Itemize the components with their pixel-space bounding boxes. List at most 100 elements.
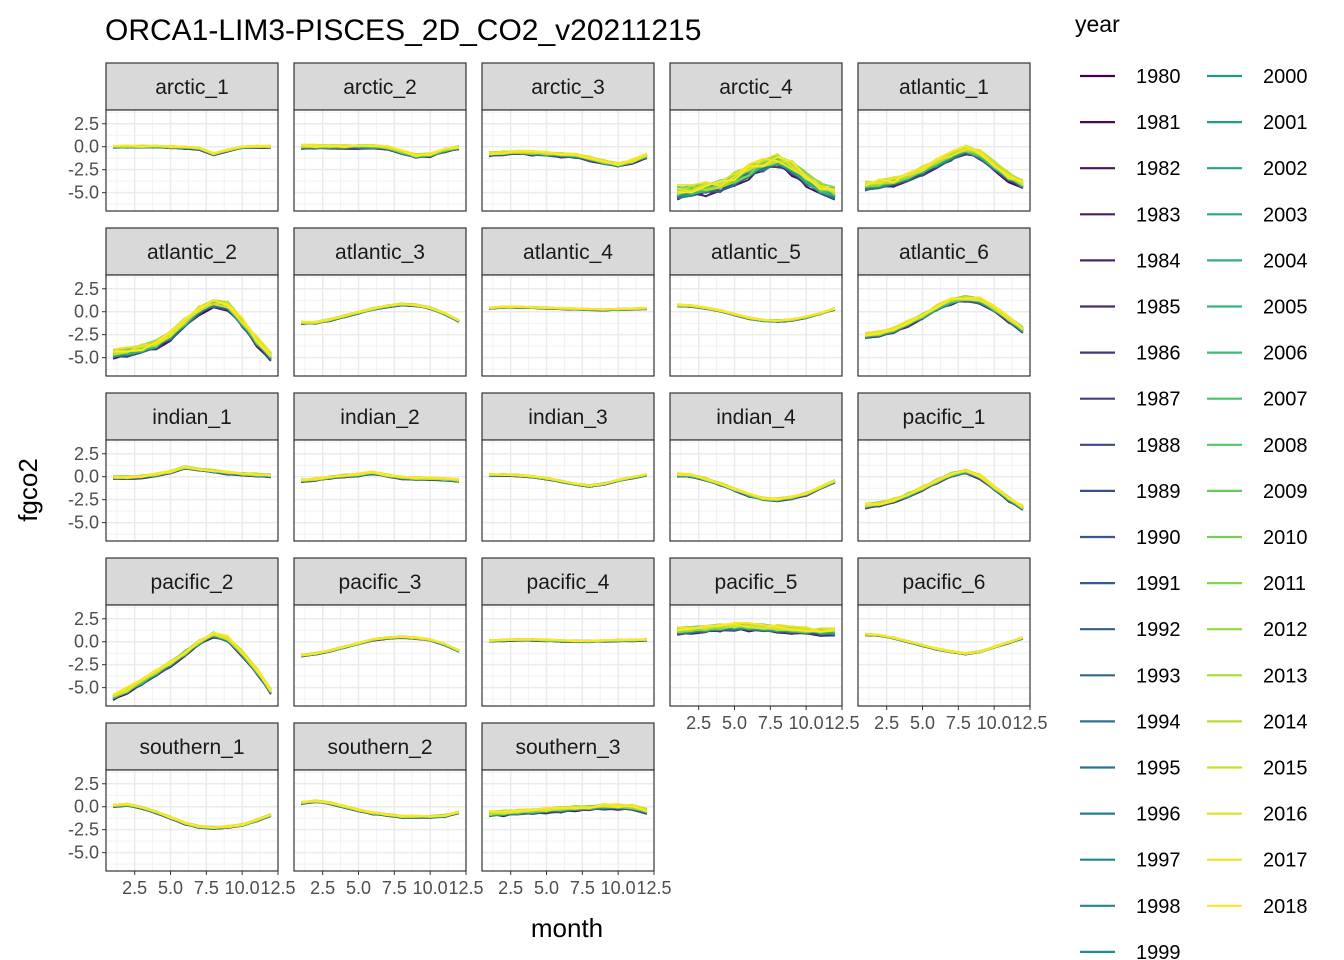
- x-tick-label: 2.5: [498, 878, 523, 898]
- legend-item-2008: 2008: [1207, 435, 1308, 457]
- panel-border: [669, 274, 843, 377]
- facet-arctic_4: arctic_4: [669, 62, 843, 212]
- series-line-2018: [489, 638, 647, 642]
- y-tick-label: -5.0: [68, 513, 99, 533]
- panel-border: [857, 439, 1031, 542]
- legend-item-2013: 2013: [1207, 665, 1308, 687]
- panel-border: [857, 604, 1031, 707]
- y-tick-label: -2.5: [68, 820, 99, 840]
- facet-indian_3: indian_3: [481, 392, 655, 542]
- legend-item-1980: 1980: [1080, 66, 1181, 88]
- legend-item-1988: 1988: [1080, 435, 1181, 457]
- x-tick-label: 12.5: [448, 878, 483, 898]
- legend-label: 1981: [1136, 112, 1181, 134]
- series-line-2018: [864, 144, 1024, 187]
- panel-background: [294, 110, 466, 211]
- legend-label: 1994: [1136, 711, 1181, 733]
- legend-item-1992: 1992: [1080, 619, 1181, 641]
- facet-strip: [481, 722, 655, 771]
- panel-background: [670, 605, 842, 706]
- legend-label: 2002: [1263, 158, 1308, 180]
- panel-background: [106, 110, 278, 211]
- panel-background: [670, 110, 842, 211]
- legend-item-2005: 2005: [1207, 297, 1308, 319]
- legend-label: 2014: [1263, 711, 1308, 733]
- facet-label: pacific_1: [903, 406, 986, 429]
- panel-background: [294, 605, 466, 706]
- facet-pacific_5: pacific_5 2.5 5.0 7.5 10.0 12.5: [669, 557, 860, 733]
- panel-background: [294, 770, 466, 871]
- x-tick-label: 7.5: [570, 878, 595, 898]
- legend-item-1984: 1984: [1080, 250, 1181, 272]
- series-line-2018: [112, 631, 272, 696]
- panel-background: [106, 440, 278, 541]
- x-tick-label: 5.0: [722, 713, 747, 733]
- facet-label: arctic_3: [531, 76, 605, 99]
- legend-item-1994: 1994: [1080, 711, 1181, 733]
- panel-border: [669, 604, 843, 707]
- legend-label: 1982: [1136, 158, 1181, 180]
- legend-item-1981: 1981: [1080, 112, 1181, 134]
- panel-background: [858, 605, 1030, 706]
- legend-label: 2008: [1263, 435, 1308, 457]
- legend-label: 1998: [1136, 896, 1181, 918]
- facet-label: pacific_3: [339, 571, 422, 594]
- facet-label: pacific_2: [151, 571, 234, 594]
- y-tick-label: 0.0: [74, 797, 99, 817]
- legend-item-1986: 1986: [1080, 343, 1181, 365]
- legend-item-2002: 2002: [1207, 158, 1308, 180]
- facet-label: arctic_1: [155, 76, 229, 99]
- x-tick-label: 12.5: [824, 713, 859, 733]
- legend-label: 2010: [1263, 527, 1308, 549]
- x-tick-label: 5.0: [158, 878, 183, 898]
- series-line-2018: [113, 802, 272, 829]
- facet-label: indian_4: [716, 406, 796, 429]
- facet-atlantic_6: atlantic_6: [857, 227, 1031, 377]
- panel-background: [858, 440, 1030, 541]
- legend-item-2015: 2015: [1207, 758, 1308, 780]
- series-line-2018: [677, 473, 836, 501]
- facet-strip: [293, 392, 467, 441]
- legend-label: 2015: [1263, 758, 1308, 780]
- x-tick-label: 5.0: [910, 713, 935, 733]
- legend-item-1993: 1993: [1080, 665, 1181, 687]
- facet-indian_1: indian_1 2.5 0.0 -2.5 -5.0: [68, 392, 279, 542]
- legend-item-2017: 2017: [1207, 850, 1308, 872]
- facet-label: atlantic_6: [899, 241, 989, 264]
- panel-background: [858, 275, 1030, 376]
- series-line-2018: [489, 473, 648, 487]
- y-tick-label: -2.5: [68, 325, 99, 345]
- x-tick-label: 12.5: [636, 878, 671, 898]
- facet-pacific_4: pacific_4: [481, 557, 655, 707]
- legend-label: 2016: [1263, 804, 1308, 826]
- y-tick-label: 0.0: [74, 467, 99, 487]
- facet-pacific_1: pacific_1: [857, 392, 1031, 542]
- x-tick-label: 12.5: [1012, 713, 1047, 733]
- legend-label: 2007: [1263, 389, 1308, 411]
- legend-item-2011: 2011: [1207, 573, 1306, 595]
- facet-strip: [481, 392, 655, 441]
- x-tick-label: 12.5: [260, 878, 295, 898]
- series-line-2017: [677, 623, 835, 633]
- facet-label: atlantic_1: [899, 76, 989, 99]
- facet-label: atlantic_4: [523, 241, 613, 264]
- legend-label: 1992: [1136, 619, 1181, 641]
- facet-atlantic_1: atlantic_1: [857, 62, 1031, 212]
- y-tick-label: -5.0: [68, 348, 99, 368]
- x-tick-label: 7.5: [382, 878, 407, 898]
- legend-item-1989: 1989: [1080, 481, 1181, 503]
- legend-label: 1995: [1136, 758, 1181, 780]
- panel-border: [105, 439, 279, 542]
- panel-border: [293, 109, 467, 212]
- legend-label: 2005: [1263, 297, 1308, 319]
- facet-strip: [857, 62, 1031, 111]
- facet-strip: [105, 62, 279, 111]
- y-tick-label: 2.5: [74, 279, 99, 299]
- panel-border: [293, 439, 467, 542]
- series-line-2018: [113, 144, 271, 155]
- series-line-2018: [677, 621, 835, 633]
- facet-panels: arctic_1 2.5 0.0 -2.5 -5.0 arctic_2 arctic_3 ar…: [68, 62, 1048, 898]
- legend-label: 2004: [1263, 250, 1308, 272]
- series-line-2018: [865, 296, 1024, 337]
- panel-background: [106, 275, 278, 376]
